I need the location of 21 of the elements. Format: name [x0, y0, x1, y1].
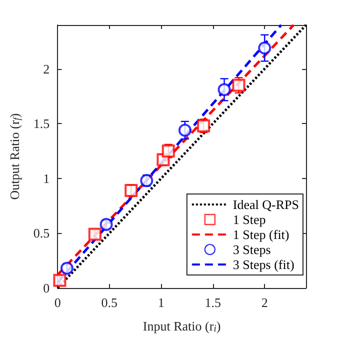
x-tick-label: 2 — [261, 295, 268, 310]
x-tick-label: 0 — [54, 295, 61, 310]
x-tick-label: 1.5 — [204, 295, 221, 310]
legend-label: 1 Step (fit) — [232, 227, 290, 242]
y-tick-label: 1 — [43, 170, 50, 186]
x-tick-label: 1 — [158, 295, 164, 310]
legend-label: Ideal Q-RPS — [232, 197, 300, 212]
point — [218, 83, 231, 96]
y-tick-label: 0.5 — [33, 226, 50, 241]
legend-label: 3 Steps (fit) — [232, 257, 294, 272]
y-axis-title: Output Ratio (rf) — [7, 113, 23, 200]
point — [258, 42, 272, 55]
legend-label: 3 Steps — [232, 242, 271, 257]
legend-label: 1 Step — [232, 212, 266, 227]
point — [232, 78, 246, 92]
y-tick-label: 1.5 — [33, 116, 50, 132]
x-tick-label: 0.5 — [101, 295, 118, 310]
point — [53, 274, 66, 287]
point — [178, 124, 192, 137]
y-tick-label: 0 — [43, 280, 50, 296]
y-tick-label: 2 — [43, 61, 50, 76]
